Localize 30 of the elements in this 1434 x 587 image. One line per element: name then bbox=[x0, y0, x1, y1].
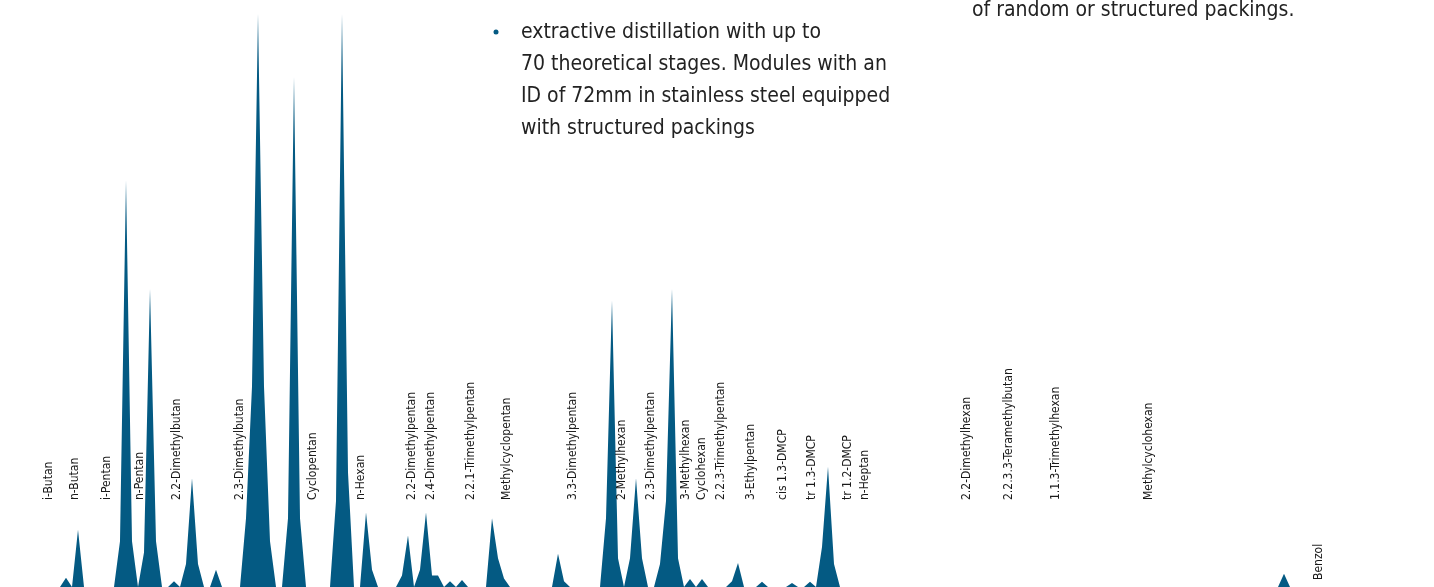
annotation: 3-Methylhexan bbox=[677, 419, 692, 500]
annotation: Benzol bbox=[1310, 543, 1325, 580]
annotation: 2.3-Dimethylbutan bbox=[231, 398, 246, 500]
annotation: tr 1.2-DMCP bbox=[839, 434, 854, 500]
annotation: n-Pentan bbox=[131, 452, 146, 500]
annotation: cis 1.3-DMCP bbox=[774, 428, 789, 500]
annotation: 2.2.1-Trimethylpentan bbox=[462, 381, 477, 500]
annotation: Cyclopentan bbox=[304, 432, 319, 500]
annotation: n-Hexan bbox=[352, 454, 367, 500]
annotation: 2.2-Dimethylhexan bbox=[958, 396, 973, 500]
annotation: Methylcyclohexan bbox=[1140, 402, 1155, 500]
annotation: 2-Methylhexan bbox=[613, 419, 628, 500]
annotation: tr 1.3-DMCP bbox=[803, 434, 818, 500]
annotation: n-Butan bbox=[66, 457, 81, 500]
annotation: i-Butan bbox=[40, 461, 55, 500]
annotation: 1.1.3-Trimethylhexan bbox=[1047, 386, 1062, 500]
annotation: n-Heptan bbox=[856, 449, 871, 500]
annotation: 3-Ethylpentan bbox=[742, 423, 757, 500]
annotation: 2.2-Dimethylpentan bbox=[403, 391, 418, 500]
annotation: i-Pentan bbox=[98, 455, 113, 500]
annotation: 2.4-Dimethylpentan bbox=[422, 391, 437, 500]
annotation: Cyclohexan bbox=[693, 437, 708, 500]
annotation: of random or structured packings. bbox=[972, 0, 1295, 21]
annotation: 2.2.3-Trimethylpentan bbox=[712, 381, 727, 500]
annotation: Methylcyclopentan bbox=[498, 397, 513, 500]
annotation: 2.2.3.3-Teramethylbutan bbox=[1000, 368, 1015, 500]
annotation: extractive distillation with up to 70 theoretical stages. Modules with an ID of 72mm in stainless steel equipped with structured packings bbox=[521, 19, 891, 139]
annotation: 2.2-Dimethylbutan bbox=[168, 398, 183, 500]
annotation: 3.3-Dimethylpentan bbox=[564, 391, 579, 500]
annotation: 2.3-Dimethylpentan bbox=[642, 391, 657, 500]
